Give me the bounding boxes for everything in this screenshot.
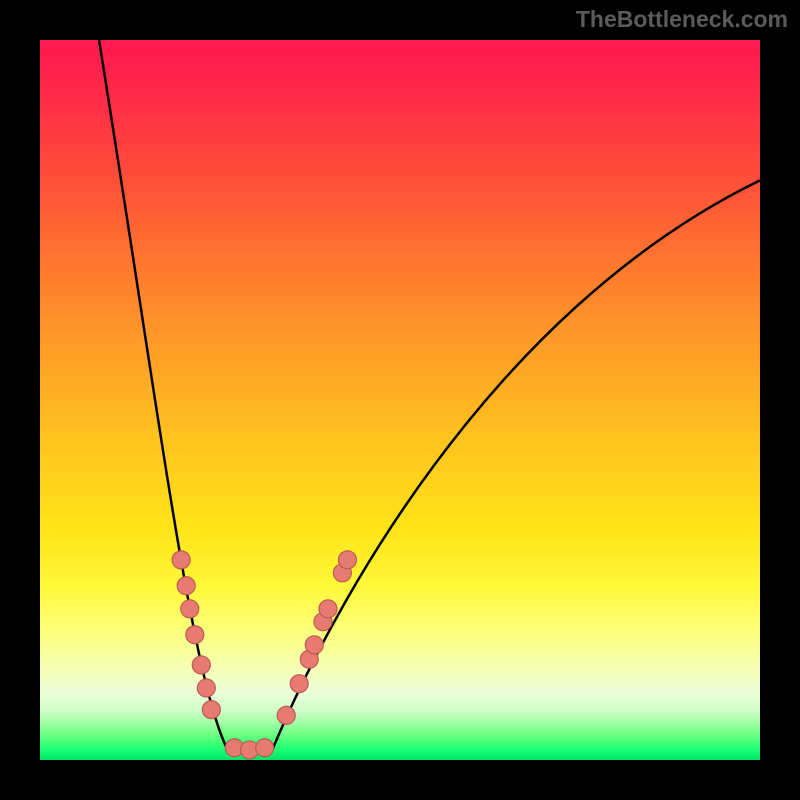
data-marker (319, 600, 337, 618)
data-marker (277, 706, 295, 724)
data-marker (290, 675, 308, 693)
plot-area (40, 40, 760, 760)
data-marker (305, 636, 323, 654)
data-marker (186, 626, 204, 644)
data-marker (256, 739, 274, 757)
data-marker (192, 656, 210, 674)
chart-svg (40, 40, 760, 760)
data-marker (202, 701, 220, 719)
data-marker (177, 577, 195, 595)
data-marker (338, 551, 356, 569)
chart-container: TheBottleneck.com (0, 0, 800, 800)
data-marker (197, 679, 215, 697)
watermark-text: TheBottleneck.com (576, 6, 788, 33)
gradient-background (40, 40, 760, 760)
data-marker (181, 600, 199, 618)
data-marker (172, 551, 190, 569)
